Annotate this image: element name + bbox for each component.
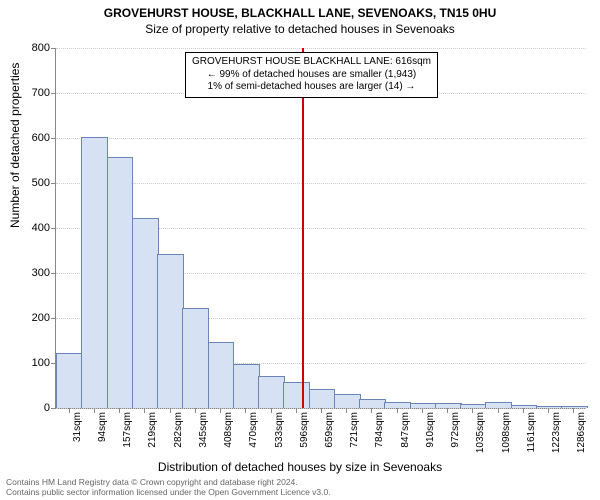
xtick-mark [245,408,246,413]
histogram-bar [258,376,285,409]
xtick-label: 408sqm [223,412,234,448]
ytick-mark [51,273,56,274]
ytick-label: 700 [10,87,50,99]
xtick-label: 659sqm [324,412,335,448]
footer-attribution: Contains HM Land Registry data © Crown c… [6,478,331,498]
chart-title: GROVEHURST HOUSE, BLACKHALL LANE, SEVENO… [0,0,600,20]
xtick-mark [220,408,221,413]
histogram-bar [410,403,437,409]
ytick-mark [51,183,56,184]
histogram-bar [107,157,134,408]
xtick-mark [271,408,272,413]
xtick-label: 784sqm [374,412,385,448]
xtick-mark [573,408,574,413]
xtick-label: 219sqm [147,412,158,448]
xtick-label: 1161sqm [526,412,537,452]
ytick-label: 500 [10,177,50,189]
ytick-label: 600 [10,132,50,144]
xtick-mark [321,408,322,413]
xtick-label: 972sqm [450,412,461,448]
histogram-bar [359,399,386,408]
ytick-mark [51,228,56,229]
xtick-mark [94,408,95,413]
xtick-mark [296,408,297,413]
gridline [56,138,586,139]
xtick-label: 596sqm [299,412,310,448]
chart-subtitle: Size of property relative to detached ho… [0,20,600,36]
ytick-label: 100 [10,357,50,369]
xtick-mark [144,408,145,413]
xtick-label: 282sqm [173,412,184,448]
xtick-label: 1035sqm [475,412,486,453]
histogram-bar [283,382,310,408]
xtick-label: 847sqm [400,412,411,448]
ytick-mark [51,408,56,409]
xtick-label: 470sqm [248,412,259,448]
chart-area: 010020030040050060070080031sqm94sqm157sq… [55,48,585,408]
xtick-label: 345sqm [198,412,209,448]
ytick-mark [51,48,56,49]
histogram-bar [384,402,411,408]
xtick-mark [397,408,398,413]
annotation-line3: 1% of semi-detached houses are larger (1… [192,81,431,94]
histogram-bar [56,353,83,408]
gridline [56,48,586,49]
xtick-label: 1098sqm [501,412,512,453]
histogram-bar [233,364,260,408]
xtick-label: 533sqm [274,412,285,448]
ytick-mark [51,138,56,139]
xtick-label: 910sqm [425,412,436,448]
x-axis-label: Distribution of detached houses by size … [0,460,600,474]
property-marker-line [302,48,304,408]
xtick-mark [119,408,120,413]
xtick-mark [548,408,549,413]
xtick-label: 721sqm [349,412,360,448]
xtick-mark [371,408,372,413]
histogram-bar [309,389,336,408]
ytick-mark [51,363,56,364]
histogram-bar [132,218,159,408]
histogram-bar [157,254,184,408]
xtick-label: 157sqm [122,412,133,448]
ytick-mark [51,93,56,94]
xtick-mark [69,408,70,413]
xtick-label: 31sqm [72,412,83,442]
ytick-label: 0 [10,402,50,414]
xtick-mark [346,408,347,413]
xtick-mark [447,408,448,413]
plot-region: 010020030040050060070080031sqm94sqm157sq… [55,48,586,409]
xtick-mark [472,408,473,413]
ytick-mark [51,318,56,319]
histogram-bar [81,137,108,408]
ytick-label: 200 [10,312,50,324]
xtick-mark [523,408,524,413]
chart-container: GROVEHURST HOUSE, BLACKHALL LANE, SEVENO… [0,0,600,500]
xtick-label: 1286sqm [576,412,587,453]
annotation-box: GROVEHURST HOUSE BLACKHALL LANE: 616sqm … [185,52,438,98]
histogram-bar [182,308,209,408]
histogram-bar [334,394,361,408]
footer-line2: Contains public sector information licen… [6,488,331,498]
xtick-mark [195,408,196,413]
gridline [56,183,586,184]
histogram-bar [485,402,512,408]
histogram-bar [208,342,235,408]
ytick-label: 400 [10,222,50,234]
xtick-mark [170,408,171,413]
xtick-mark [422,408,423,413]
xtick-label: 94sqm [97,412,108,442]
annotation-line1: GROVEHURST HOUSE BLACKHALL LANE: 616sqm [192,56,431,69]
histogram-bar [511,405,538,408]
xtick-label: 1223sqm [551,412,562,453]
xtick-mark [498,408,499,413]
annotation-line2: ← 99% of detached houses are smaller (1,… [192,69,431,82]
ytick-label: 800 [10,42,50,54]
ytick-label: 300 [10,267,50,279]
